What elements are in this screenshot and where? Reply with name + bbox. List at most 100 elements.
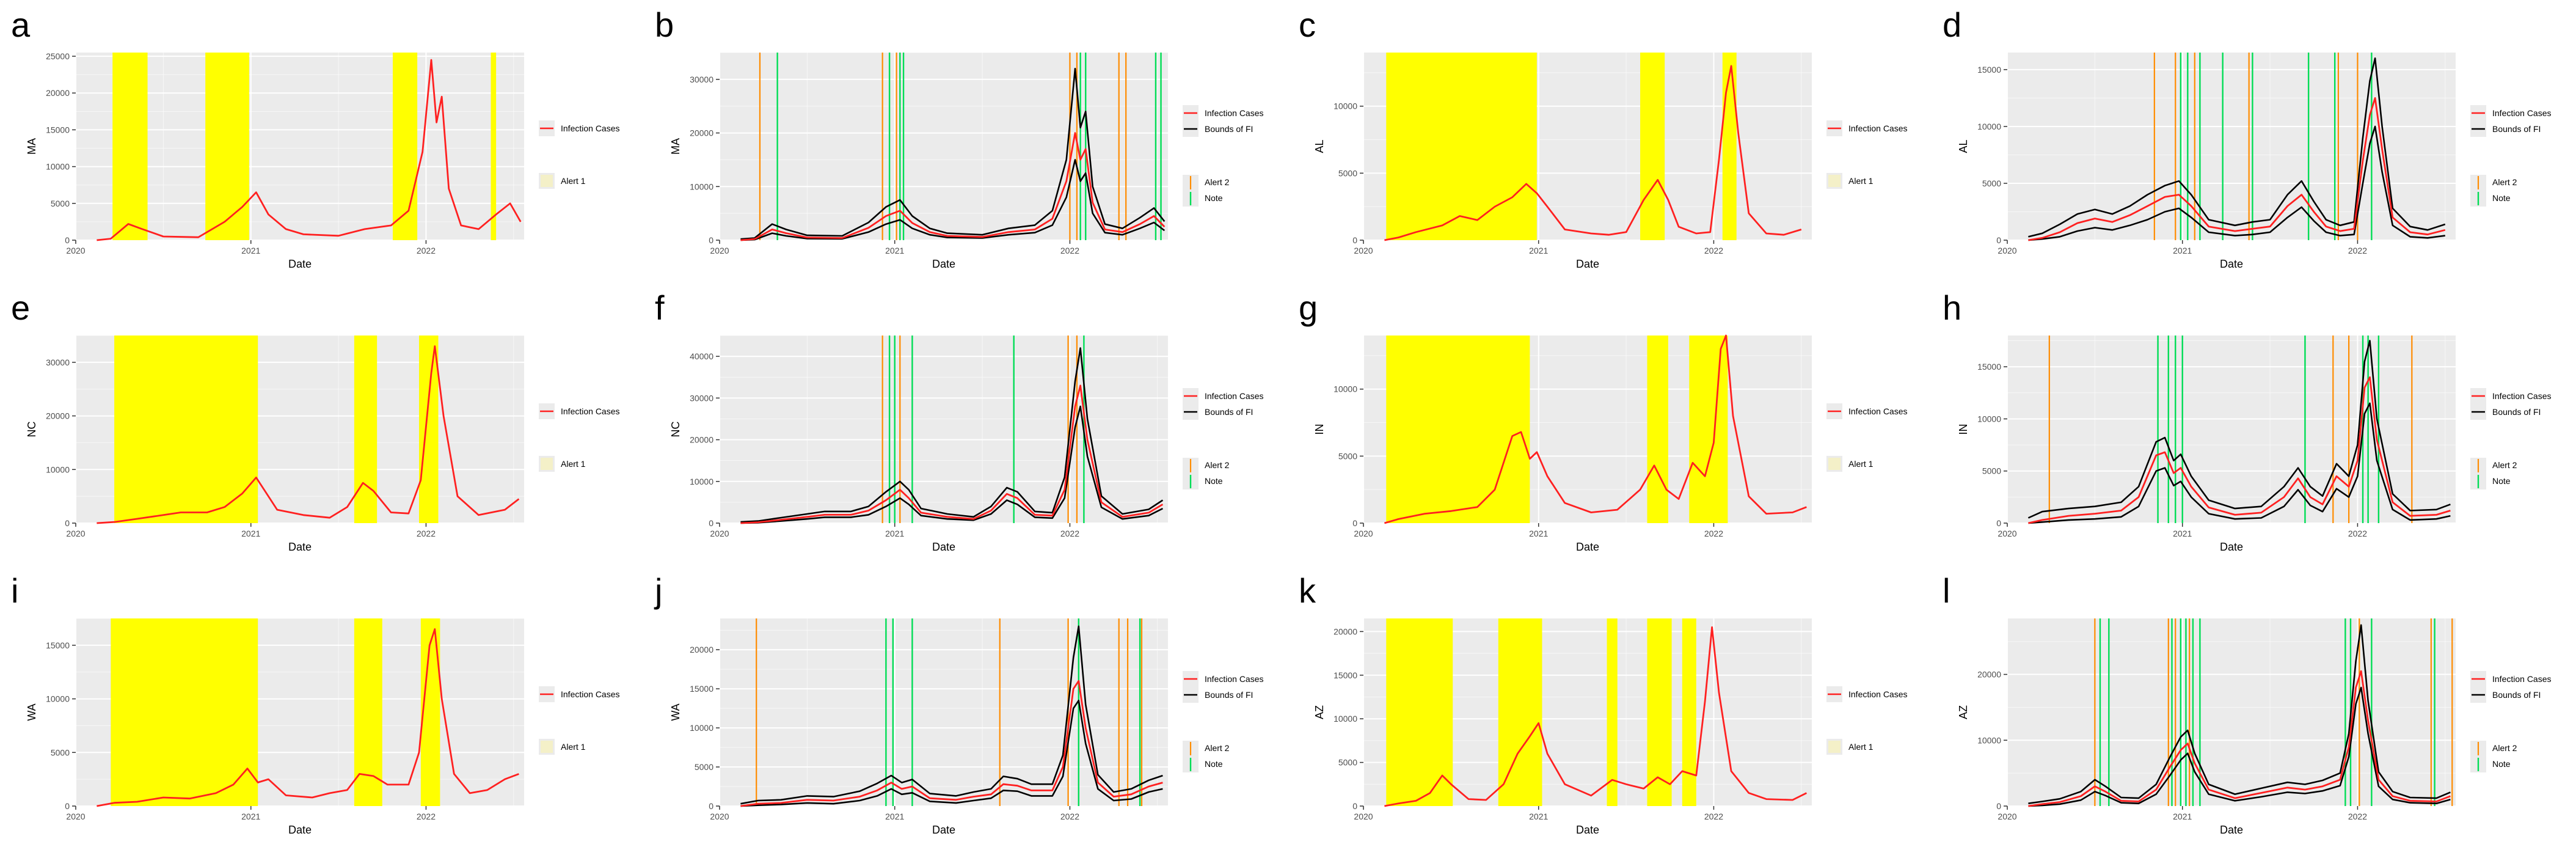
legend-label: Infection Cases (2492, 108, 2552, 118)
panel-g: g 0 5000 10000 2020 2021 2022 Date IN Infection C… (1288, 283, 1932, 569)
x-axis-label: Date (288, 824, 312, 836)
legend-swatch-alert1 (541, 458, 553, 470)
alert1-band (1386, 618, 1453, 806)
legend-swatch-alert1 (1828, 458, 1841, 470)
y-tick-label: 20000 (690, 645, 713, 654)
y-axis-label: IN (1313, 424, 1326, 435)
y-tick-label: 0 (1996, 801, 2001, 811)
x-tick-label: 2022 (1060, 246, 1079, 255)
alert1-band (491, 53, 497, 240)
legend-label: Alert 1 (561, 459, 586, 469)
y-tick-label: 20000 (1334, 626, 1357, 636)
legend-label: Note (1205, 193, 1223, 203)
alert1-band (114, 336, 258, 523)
chart-svg: 0 10000 20000 30000 2020 2021 2022 Date NC Infect… (26, 335, 620, 553)
x-tick-label: 2021 (241, 812, 260, 821)
infection-cases-line (1384, 334, 1807, 524)
y-axis-label: AZ (1313, 705, 1326, 719)
legend-label: Alert 2 (2492, 460, 2517, 470)
y-tick-label: 10000 (690, 182, 713, 191)
y-tick-label: 10000 (690, 477, 713, 486)
alert1-band (1640, 53, 1665, 240)
x-tick-label: 2022 (417, 529, 436, 538)
chart-svg: 0 5000 10000 15000 20000 2020 2021 2022 Date AZ In… (1313, 618, 1908, 836)
y-tick-label: 0 (709, 801, 713, 811)
x-axis-label: Date (2220, 541, 2243, 553)
y-tick-label: 30000 (690, 75, 713, 84)
x-axis-label: Date (288, 541, 312, 553)
x-axis-label: Date (288, 258, 312, 270)
x-axis-label: Date (1576, 541, 1599, 553)
x-tick-label: 2020 (710, 529, 729, 538)
y-tick-label: 20000 (690, 435, 713, 445)
legend-label: Infection Cases (561, 689, 620, 699)
x-tick-label: 2022 (1704, 529, 1723, 538)
x-axis-label: Date (2220, 824, 2243, 836)
x-tick-label: 2020 (1998, 246, 2016, 255)
upper-bound-line (2028, 57, 2446, 238)
panel-letter: a (11, 6, 31, 44)
y-tick-label: 10000 (46, 694, 70, 704)
legend-label: Bounds of FI (1205, 690, 1253, 700)
y-tick-label: 10000 (1977, 414, 2001, 424)
y-axis-label: MA (670, 138, 682, 155)
y-tick-label: 15000 (46, 640, 70, 650)
x-tick-label: 2021 (2173, 812, 2192, 821)
panel-i: i 0 5000 10000 15000 2020 2021 2022 Date WA Infect… (0, 566, 644, 852)
panel-letter: d (1943, 6, 1962, 44)
x-tick-label: 2020 (710, 246, 729, 255)
alert1-band (1386, 336, 1530, 523)
infection-cases-line (740, 132, 1166, 241)
x-tick-label: 2021 (885, 812, 904, 821)
y-tick-label: 25000 (46, 51, 70, 61)
lower-bound-line (2028, 402, 2451, 524)
alert1-band (112, 53, 148, 240)
x-tick-label: 2021 (1529, 246, 1548, 255)
y-tick-label: 0 (1996, 235, 2001, 245)
x-tick-label: 2021 (885, 529, 904, 538)
legend-label: Alert 2 (1205, 743, 1230, 753)
infection-cases-line (97, 345, 520, 524)
y-tick-label: 0 (1996, 518, 2001, 528)
alert1-band (1498, 618, 1542, 806)
x-axis-label: Date (932, 541, 955, 553)
legend-label: Alert 1 (561, 176, 586, 186)
y-tick-label: 10000 (1977, 735, 2001, 745)
panel-letter: c (1299, 6, 1316, 44)
x-tick-label: 2020 (66, 246, 85, 255)
panel-letter: k (1299, 571, 1316, 610)
y-tick-label: 5000 (51, 747, 70, 757)
legend-label: Infection Cases (1848, 689, 1908, 699)
x-tick-label: 2022 (417, 246, 436, 255)
legend-label: Bounds of FI (2492, 407, 2541, 417)
alert1-band (354, 336, 378, 523)
plot-background (76, 53, 524, 240)
alert1-band (1682, 618, 1696, 806)
panel-letter: l (1943, 571, 1950, 610)
y-tick-label: 0 (1352, 518, 1357, 528)
panel-h: h 0 5000 10000 15000 2020 2021 2022 Date IN Infect… (1932, 283, 2575, 569)
alert1-band (1386, 53, 1537, 240)
y-tick-label: 0 (65, 518, 70, 528)
chart-svg: 0 5000 10000 15000 20000 25000 2020 2021 2022 Dat… (26, 51, 620, 270)
legend-label: Infection Cases (1205, 674, 1264, 684)
y-tick-label: 10000 (690, 723, 713, 733)
x-tick-label: 2021 (2173, 246, 2192, 255)
legend-label: Note (1205, 759, 1223, 769)
x-tick-label: 2020 (1354, 246, 1373, 255)
y-tick-label: 20000 (46, 88, 70, 98)
x-axis-label: Date (1576, 258, 1599, 270)
legend-label: Bounds of FI (2492, 690, 2541, 700)
y-tick-label: 10000 (1334, 101, 1357, 111)
alert1-band (392, 53, 418, 240)
legend-swatch-alert1 (1828, 741, 1841, 753)
legend-swatch-alert1 (541, 741, 553, 753)
chart-svg: 0 5000 10000 15000 20000 2020 2021 2022 Date WA In… (670, 618, 1264, 836)
alert1-band (111, 618, 258, 806)
infection-cases-line (1384, 65, 1802, 241)
panel-f: f 0 10000 20000 30000 40000 2020 2021 2022 Date NC… (644, 283, 1288, 569)
legend-label: Alert 2 (1205, 177, 1230, 187)
x-tick-label: 2020 (1354, 812, 1373, 821)
upper-bound-line (740, 68, 1166, 240)
